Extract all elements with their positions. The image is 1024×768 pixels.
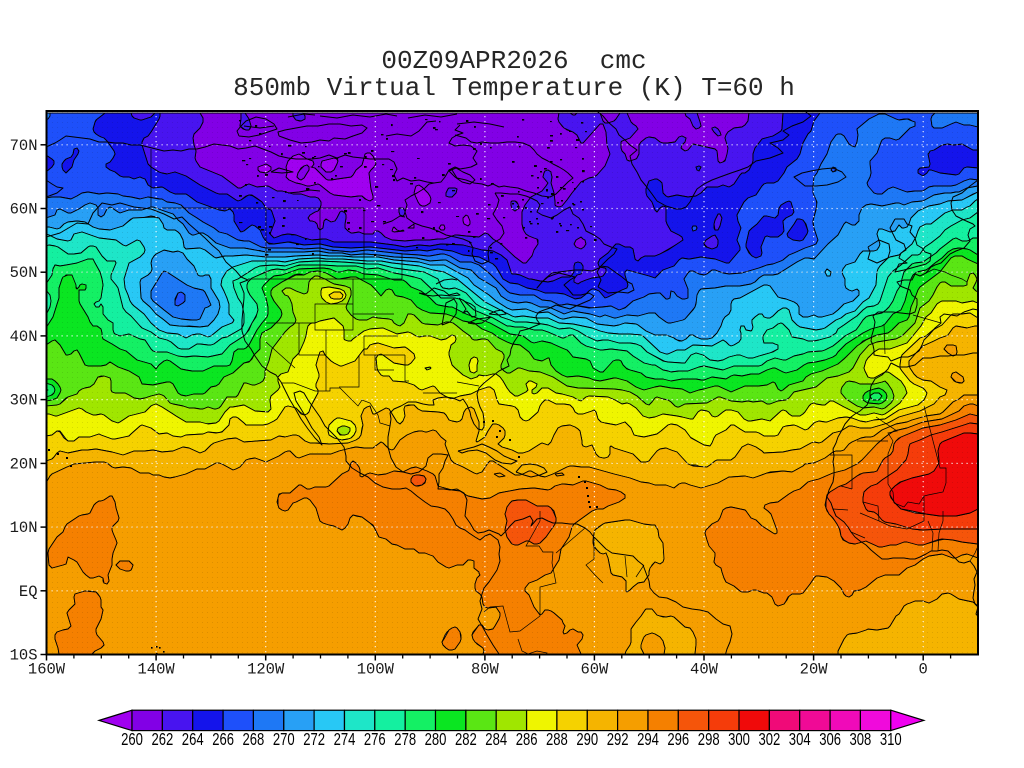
svg-text:266: 266 xyxy=(212,729,234,749)
svg-text:272: 272 xyxy=(303,729,325,749)
svg-text:100W: 100W xyxy=(357,661,395,679)
svg-text:70N: 70N xyxy=(10,137,38,155)
svg-text:80W: 80W xyxy=(471,661,500,679)
svg-text:292: 292 xyxy=(607,729,629,749)
svg-text:50N: 50N xyxy=(10,264,38,282)
svg-text:302: 302 xyxy=(759,729,781,749)
svg-text:310: 310 xyxy=(880,729,902,749)
svg-text:274: 274 xyxy=(334,729,356,749)
svg-text:288: 288 xyxy=(546,729,568,749)
svg-text:296: 296 xyxy=(667,729,689,749)
svg-text:40W: 40W xyxy=(690,661,719,679)
svg-text:0: 0 xyxy=(919,661,928,679)
svg-text:40N: 40N xyxy=(10,328,38,346)
svg-text:264: 264 xyxy=(182,729,204,749)
svg-text:120W: 120W xyxy=(247,661,285,679)
svg-text:60N: 60N xyxy=(10,201,38,219)
svg-text:280: 280 xyxy=(425,729,447,749)
svg-text:20N: 20N xyxy=(10,455,38,473)
svg-text:300: 300 xyxy=(728,729,750,749)
svg-text:290: 290 xyxy=(576,729,598,749)
svg-text:140W: 140W xyxy=(137,661,175,679)
svg-text:284: 284 xyxy=(485,729,507,749)
svg-text:268: 268 xyxy=(243,729,265,749)
svg-text:00Z09APR2026 cmc: 00Z09APR2026 cmc xyxy=(381,46,646,76)
svg-text:304: 304 xyxy=(789,729,811,749)
svg-text:160W: 160W xyxy=(28,661,66,679)
svg-text:294: 294 xyxy=(637,729,659,749)
svg-text:306: 306 xyxy=(819,729,841,749)
svg-text:EQ: EQ xyxy=(19,583,38,601)
svg-text:286: 286 xyxy=(516,729,538,749)
svg-text:270: 270 xyxy=(273,729,295,749)
svg-text:278: 278 xyxy=(394,729,416,749)
svg-text:20W: 20W xyxy=(800,661,829,679)
svg-text:10S: 10S xyxy=(10,647,38,665)
svg-text:850mb Virtual Temperature (K): 850mb Virtual Temperature (K) T=60 h xyxy=(233,73,795,103)
svg-text:262: 262 xyxy=(152,729,174,749)
svg-text:60W: 60W xyxy=(580,661,609,679)
svg-text:30N: 30N xyxy=(10,392,38,410)
svg-text:10N: 10N xyxy=(10,519,38,537)
svg-text:276: 276 xyxy=(364,729,386,749)
svg-text:308: 308 xyxy=(850,729,872,749)
svg-text:282: 282 xyxy=(455,729,477,749)
svg-text:260: 260 xyxy=(121,729,143,749)
svg-text:298: 298 xyxy=(698,729,720,749)
